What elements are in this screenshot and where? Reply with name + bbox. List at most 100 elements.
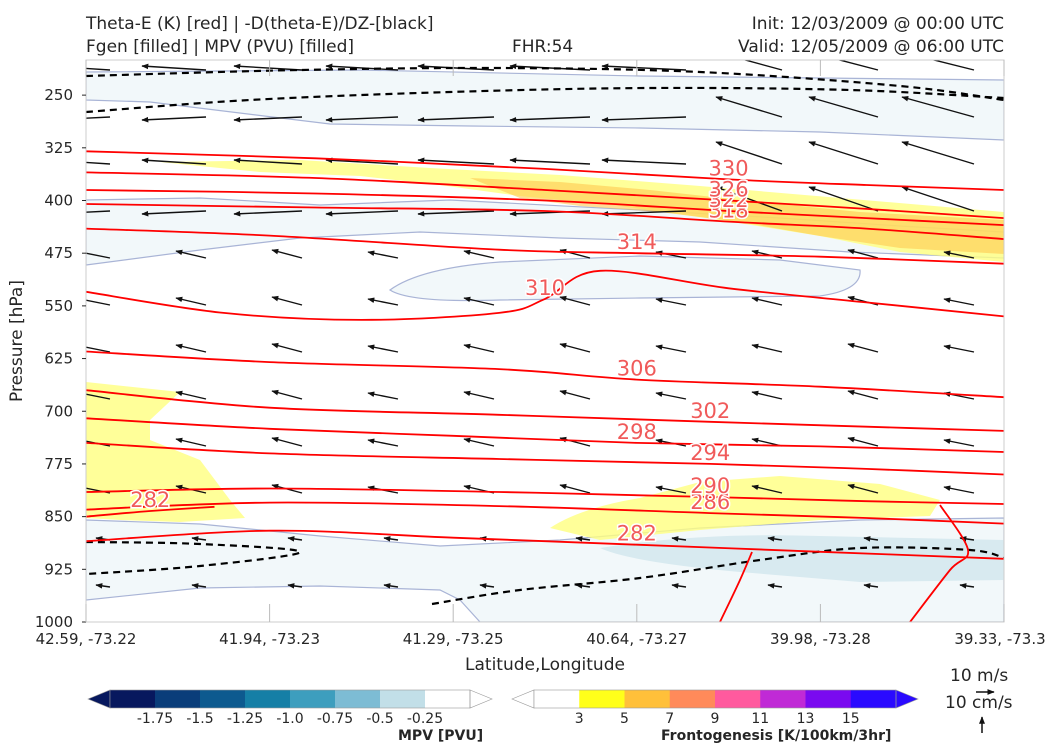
mpv-colorbar-tick-label: -0.25 — [407, 711, 443, 727]
theta-e-contour-290 — [86, 487, 1004, 505]
wind-vector — [141, 116, 207, 123]
mpv-colorbar-tick-label: -1.0 — [276, 711, 303, 727]
y-tick-label-475: 475 — [44, 244, 73, 262]
wind-vectors — [86, 60, 975, 589]
fgen-colorbar-segment — [850, 690, 897, 708]
wind-vector — [417, 116, 495, 123]
theta-e-label-298: 298 — [617, 420, 657, 444]
plot-frame — [85, 59, 1005, 623]
mpv-colorbar-segment — [290, 690, 336, 708]
wind-vector — [509, 116, 591, 123]
theta-e-contour-290-right — [909, 504, 970, 622]
wind-vector — [233, 210, 303, 217]
y-tick-label-700: 700 — [44, 402, 73, 420]
mpv-colorbar-segment — [335, 690, 381, 708]
theta-e-contour-330 — [86, 150, 1004, 191]
theta-e-contour-302 — [86, 389, 1004, 432]
y-tick-label-325: 325 — [44, 139, 73, 157]
wind-vector — [367, 438, 399, 447]
theta-e-contour-326 — [86, 171, 1004, 219]
title-line-2: Fgen [filled] | MPV (PVU) [filled] — [86, 37, 355, 57]
theta-e-label-306: 306 — [617, 357, 657, 381]
mpv-colorbar-segment — [200, 690, 246, 708]
wind-vector — [715, 96, 783, 118]
wind-vector — [767, 536, 783, 542]
fgen-colorbar-tick-label: 5 — [620, 711, 629, 727]
x-tick-label-4: 39.98, -73.28 — [770, 630, 871, 648]
wind-vector — [175, 249, 207, 259]
wind-vector — [463, 437, 495, 447]
wind-vector — [943, 485, 975, 494]
fgen-colorbar-segment — [760, 690, 806, 708]
theta-e-label-330: 330 — [709, 156, 749, 180]
wind-vector — [671, 583, 687, 589]
wind-vector — [601, 157, 687, 165]
wind-vector — [751, 484, 783, 494]
theta-e-label-310: 310 — [525, 276, 565, 300]
mpv-colorbar-tick-label: -1.75 — [137, 711, 173, 727]
wind-vector — [808, 141, 879, 165]
fgen-colorbar-tick-label: 15 — [842, 711, 860, 727]
wind-vector — [715, 186, 783, 212]
axes: Pressure [hPa] Latitude,Longitude 250 325… — [7, 60, 1046, 675]
x-tick-label-5: 39.33, -73.3 — [954, 630, 1045, 648]
wind-vector — [808, 96, 879, 118]
wind-vector — [463, 249, 495, 259]
wind-vector — [943, 344, 975, 353]
wind-vector — [901, 186, 975, 212]
wind-vector — [141, 157, 207, 165]
theta-e-label-286: 286 — [690, 490, 730, 514]
wind-vector — [86, 250, 111, 259]
wind-vector — [417, 157, 495, 165]
theta-e-contour-318 — [86, 203, 1004, 240]
wind-vector — [751, 249, 783, 259]
wind-vector — [325, 210, 399, 217]
mpv-colorbar-segment — [245, 690, 291, 708]
wind-vector — [559, 389, 591, 400]
theta-e-label-290: 290 — [690, 474, 730, 498]
mpv-colorbar-tick-label: -0.75 — [317, 711, 353, 727]
wind-vector — [863, 583, 879, 589]
wind-vector — [141, 63, 207, 71]
wind-vector — [86, 344, 111, 353]
mpv-colorbar-tick-label: -1.25 — [227, 711, 263, 727]
y-tick-label-250: 250 — [44, 86, 73, 104]
x-axis-label: Latitude,Longitude — [465, 655, 625, 675]
mpv-colorbar-segment — [155, 690, 201, 708]
mpv-colorbar-segment — [425, 690, 471, 708]
wind-vector — [751, 296, 783, 306]
theta-e-label-302: 302 — [690, 399, 730, 423]
theta-e-contour-306 — [86, 350, 1004, 399]
fgen-colorbar-segment — [715, 690, 761, 708]
wind-vector — [367, 344, 399, 353]
theta-e-contour-282 — [86, 505, 215, 518]
wind-key-horizontal: 10 m/s — [950, 666, 1008, 686]
wind-vector — [847, 483, 879, 494]
wind-vector — [86, 210, 111, 213]
fgen-colorbar-tick-label: 7 — [665, 711, 674, 727]
title-line-1: Theta-E (K) [red] | -D(theta-E)/DZ-[blac… — [86, 14, 434, 34]
wind-vector — [559, 342, 591, 353]
wind-vector — [601, 116, 687, 123]
wind-vector — [847, 342, 879, 353]
wind-vector — [417, 63, 495, 71]
x-tick-label-2: 41.29, -73.25 — [403, 630, 504, 648]
wind-vector — [383, 583, 399, 589]
theta-e-contour-298 — [86, 417, 1004, 453]
wind-vector — [463, 390, 495, 400]
wind-vector — [715, 141, 783, 165]
wind-vector — [463, 296, 495, 306]
fgen-right-3 — [550, 476, 940, 540]
wind-vector — [287, 583, 303, 589]
y-tick-label-925: 925 — [44, 560, 73, 578]
fgen-colorbar-label: Frontogenesis [K/100km/3hr] — [661, 728, 892, 744]
wind-vector — [175, 390, 207, 400]
wind-vector — [325, 157, 399, 165]
wind-vector — [901, 95, 975, 118]
wind-vector — [233, 116, 303, 123]
wind-vector — [751, 343, 783, 353]
wind-vector — [943, 438, 975, 447]
fgen-colorbar-tick-label: 3 — [575, 711, 584, 727]
wind-vector — [901, 141, 975, 165]
